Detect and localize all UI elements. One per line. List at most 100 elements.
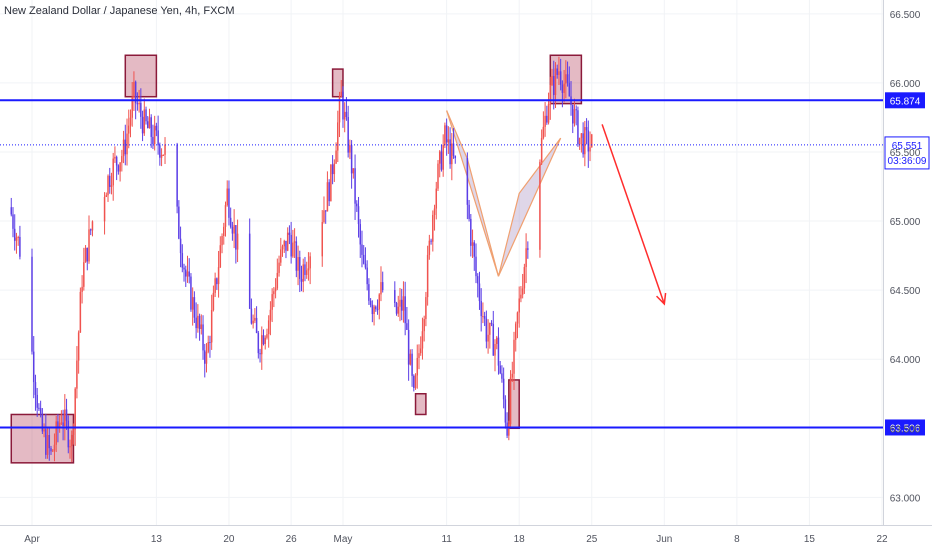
candle-body [212, 292, 215, 311]
candle-body [223, 226, 225, 237]
candle-body [309, 256, 311, 269]
candle-body [195, 317, 197, 329]
x-tick-label: Apr [24, 534, 40, 545]
candle-body [513, 339, 515, 374]
candle-body [84, 247, 87, 263]
candle-body [89, 229, 92, 231]
candle-body [509, 377, 512, 425]
candle-body [399, 299, 401, 307]
candle-body [490, 323, 493, 325]
candle-body [359, 224, 362, 245]
candle-body [48, 435, 51, 449]
candle-body [38, 407, 40, 409]
candle-body [323, 210, 325, 223]
candle-body [404, 296, 406, 324]
support-label: 63.506 [890, 423, 921, 434]
candle-body [326, 182, 329, 212]
candle-body [368, 284, 370, 301]
candle-body [285, 240, 287, 251]
candle-body [432, 214, 434, 242]
candle-body [480, 301, 482, 317]
candle-body [51, 450, 54, 452]
candle-body [525, 248, 527, 268]
candle-body [70, 434, 73, 447]
candle-body [274, 288, 277, 292]
candle-body [81, 286, 83, 292]
last-price-label: 65.551 [892, 141, 923, 152]
candle-body [159, 145, 161, 158]
x-tick-label: 8 [734, 534, 740, 545]
candle-body [426, 254, 429, 298]
x-tick-label: 11 [441, 534, 452, 545]
candle-body [217, 267, 220, 285]
candle-body [492, 324, 495, 356]
candle-body [295, 241, 298, 271]
candle-body [437, 163, 439, 189]
candle-body [514, 323, 517, 340]
candle-body [76, 360, 78, 389]
candle-body [551, 75, 553, 85]
candle-body [305, 270, 308, 275]
candle-body [547, 104, 550, 123]
candle-body [447, 139, 450, 143]
candle-body [366, 267, 368, 285]
candle-body [210, 310, 213, 343]
candle-body [229, 217, 232, 227]
candle-body [148, 117, 151, 129]
x-tick-label: 13 [151, 534, 163, 545]
candle-body [373, 306, 375, 315]
candle-body [119, 162, 121, 172]
candle-body [395, 303, 398, 314]
candle-body [136, 103, 139, 105]
candle-body [423, 319, 425, 332]
candle-body [19, 236, 21, 257]
candle-body [542, 126, 545, 139]
annotation-box [414, 393, 427, 416]
candle-body [209, 342, 211, 344]
candle-body [565, 74, 567, 84]
candle-body [77, 332, 80, 361]
candle-body [518, 298, 520, 313]
candle-body [224, 205, 227, 227]
forecast-arrowhead [656, 292, 667, 306]
x-tick-label: Jun [656, 534, 672, 545]
candle-body [354, 168, 356, 204]
candle-body [39, 408, 42, 414]
candle-body [552, 75, 555, 95]
candle-body [155, 125, 158, 131]
candle-body [107, 175, 109, 196]
candle-body [563, 83, 565, 93]
candle-body [86, 247, 89, 262]
candle-body [347, 117, 349, 153]
candle-body [375, 306, 377, 310]
candle-body [342, 91, 344, 120]
candle-body [105, 195, 108, 198]
candle-body [290, 234, 292, 257]
candle-body [421, 331, 424, 349]
candle-body [362, 254, 365, 264]
candle-body [248, 233, 251, 309]
candle-body [255, 317, 258, 333]
candle-body [340, 91, 342, 97]
candle-body [471, 242, 474, 246]
candle-body [12, 214, 14, 229]
x-tick-label: 25 [586, 534, 598, 545]
candle-body [328, 182, 330, 202]
candle-body [559, 71, 562, 85]
candle-body [523, 267, 526, 289]
candle-body [577, 110, 579, 145]
candle-body [416, 357, 419, 376]
candle-body [83, 262, 85, 287]
candle-body [556, 68, 558, 75]
candle-body [53, 444, 56, 451]
candle-body [65, 409, 68, 421]
candle-body [190, 276, 192, 310]
candle-body [176, 144, 178, 207]
candle-body [150, 117, 152, 137]
candle-body [236, 233, 239, 250]
candle-body [153, 125, 156, 144]
support-label-bg [885, 419, 925, 436]
candle-body [129, 117, 132, 126]
candle-body [254, 317, 256, 321]
